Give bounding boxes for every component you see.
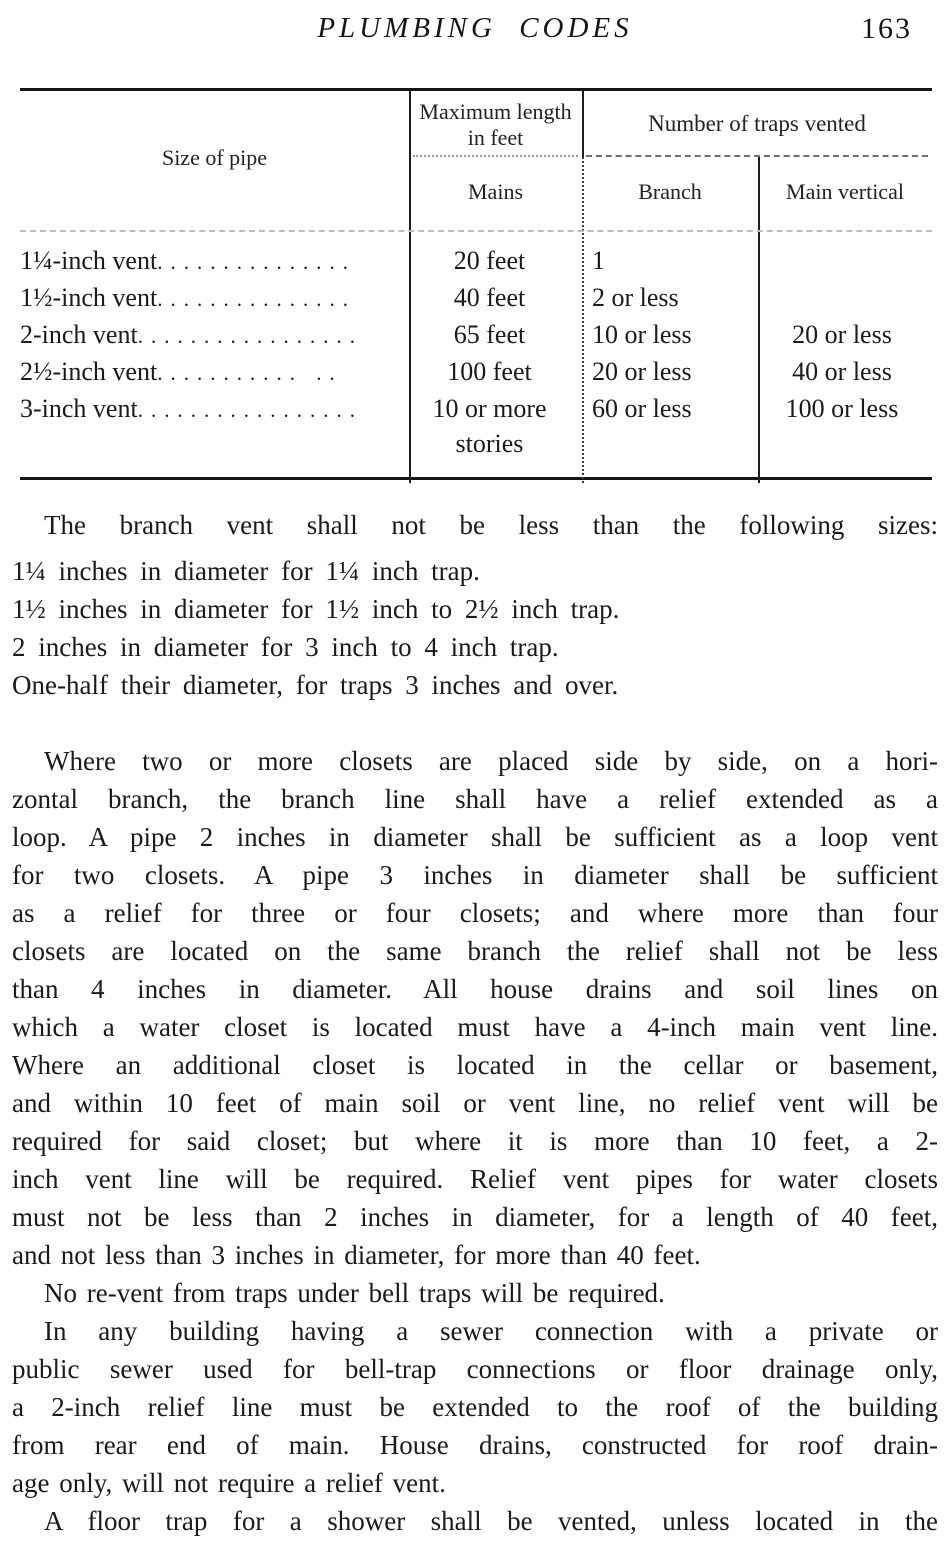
vent-sizing-table: Size of pipe Maximum length in feet Numb…: [20, 88, 932, 483]
body-text: The branch vent shall not be less than t…: [12, 506, 938, 1540]
table-row: 1½-inch vent............... 40 feet 2 or…: [20, 280, 932, 317]
table-subheader-main-vertical: Main vertical: [786, 179, 904, 204]
table-row: 2½-inch vent........... .. 100 feet 20 o…: [20, 354, 932, 391]
table-header-traps-vented: Number of traps vented: [648, 111, 866, 136]
paragraph-line: which a water closet is located must hav…: [12, 1012, 938, 1042]
paragraph-line: required for said closet; but where it i…: [12, 1126, 938, 1156]
paragraph-line: and within 10 feet of main soil or vent …: [12, 1088, 938, 1118]
table-dashed-rule: [413, 155, 578, 157]
cell-branch: 10 or less: [592, 320, 692, 349]
paragraph-revent: No re-vent from traps under bell traps w…: [44, 1278, 665, 1308]
table-subheader-branch: Branch: [638, 179, 702, 204]
paragraph-line: loop. A pipe 2 inches in diameter shall …: [12, 822, 938, 852]
dot-leader: ...............: [157, 250, 356, 274]
cell-branch: 60 or less: [592, 394, 692, 423]
size-rule-line: 2 inches in diameter for 3 inch to 4 inc…: [12, 632, 559, 662]
cell-branch: 20 or less: [592, 357, 692, 386]
cell-mains: 40 feet: [453, 283, 526, 312]
paragraph-line: for two closets. A pipe 3 inches in diam…: [12, 860, 938, 890]
cell-size-of-pipe: 1¼-inch vent...............: [20, 246, 356, 275]
paragraph-shower: A floor trap for a shower shall be vente…: [44, 1506, 938, 1536]
cell-branch: 2 or less: [592, 283, 679, 312]
cell-size-of-pipe: 2-inch vent.................: [20, 320, 363, 349]
cell-main-vertical: [758, 280, 932, 317]
table-subheader-mains: Mains: [468, 179, 523, 204]
table-header-max-length: Maximum length in feet: [419, 99, 572, 150]
paragraph-line: public sewer used for bell-trap connecti…: [12, 1354, 938, 1384]
paragraph-line: Where two or more closets are placed sid…: [44, 746, 938, 776]
cell-mains: 100 feet: [447, 357, 532, 386]
table-header-size-of-pipe: Size of pipe: [161, 145, 268, 170]
paragraph-line: Where an additional closet is located in…: [12, 1050, 938, 1080]
cell-size-of-pipe: 1½-inch vent...............: [20, 283, 356, 312]
size-rule-list: 1¼ inches in diameter for 1¼ inch trap. …: [12, 552, 938, 704]
dot-leader: .................: [137, 324, 363, 348]
size-rule-line: 1¼ inches in diameter for 1¼ inch trap.: [12, 556, 480, 586]
dot-leader: .................: [137, 398, 363, 422]
table-vertical-rule: [409, 91, 411, 483]
cell-main-vertical: [758, 243, 932, 280]
cell-main-vertical: 20 or less: [792, 320, 892, 349]
table-vertical-rule: [582, 91, 584, 157]
cell-main-vertical: 100 or less: [785, 394, 899, 423]
table-dashed-rule: [20, 230, 932, 232]
dot-leader: ........... ..: [157, 361, 343, 385]
cell-mains: 10 or more stories: [432, 394, 547, 458]
intro-line: The branch vent shall not be less than t…: [44, 510, 938, 540]
table-row: 1¼-inch vent............... 20 feet 1: [20, 243, 932, 280]
paragraph-closets: Where two or more closets are placed sid…: [12, 742, 938, 1540]
table-row: 2-inch vent................. 65 feet 10 …: [20, 317, 932, 354]
running-head-title: PLUMBING CODES: [317, 12, 633, 44]
paragraph-line: must not be less than 2 inches in diamet…: [12, 1202, 938, 1232]
cell-mains: 20 feet: [453, 246, 526, 275]
scanned-book-page: { "page": { "running_head": "PLUMBING CO…: [0, 12, 950, 1550]
paragraph-line: from rear end of main. House drains, con…: [12, 1430, 938, 1460]
paragraph-line: as a relief for three or four closets; a…: [12, 898, 938, 928]
paragraph-line: and not less than 3 inches in diameter, …: [12, 1240, 701, 1270]
cell-size-of-pipe: 2½-inch vent........... ..: [20, 357, 343, 386]
table-row: 3-inch vent................. 10 or more …: [20, 391, 932, 461]
cell-mains: 65 feet: [453, 320, 526, 349]
table-body: 1¼-inch vent............... 20 feet 1 1½…: [20, 243, 932, 461]
table-vertical-rule-dotted: [582, 157, 584, 483]
cell-branch: 1: [592, 246, 605, 275]
paragraph-line: closets are located on the same branch t…: [12, 936, 938, 966]
size-rule-line: 1½ inches in diameter for 1½ inch to 2½ …: [12, 594, 620, 624]
cell-size-of-pipe: 3-inch vent.................: [20, 394, 363, 423]
page-number: 163: [861, 12, 912, 45]
size-rule-line: One-half their diameter, for traps 3 inc…: [12, 670, 619, 700]
running-head: PLUMBING CODES 163: [0, 12, 950, 58]
table-dashed-rule: [586, 155, 928, 157]
table-vertical-rule: [758, 157, 760, 483]
paragraph-line: inch vent line will be required. Relief …: [12, 1164, 938, 1194]
paragraph-line: In any building having a sewer connectio…: [44, 1316, 938, 1346]
paragraph-line: zontal branch, the branch line shall hav…: [12, 784, 938, 814]
paragraph-line: age only, will not require a relief vent…: [12, 1468, 446, 1498]
paragraph-line: a 2-inch relief line must be extended to…: [12, 1392, 938, 1422]
dot-leader: ...............: [157, 287, 356, 311]
cell-main-vertical: 40 or less: [792, 357, 892, 386]
paragraph-line: than 4 inches in diameter. All house dra…: [12, 974, 938, 1004]
